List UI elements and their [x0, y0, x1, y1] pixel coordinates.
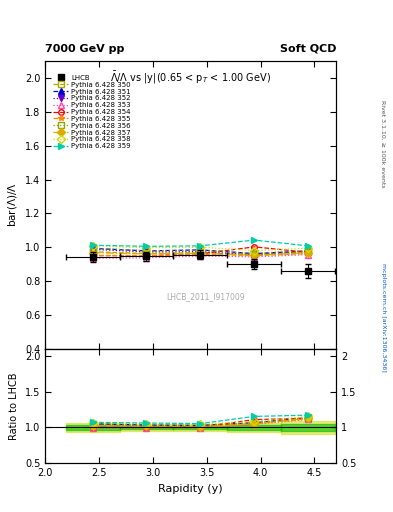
- Pythia 6.428 358: [306, 245, 310, 251]
- Pythia 6.428 354: [198, 251, 203, 257]
- Pythia 6.428 350: [198, 250, 203, 256]
- Pythia 6.428 359: [198, 243, 203, 249]
- Pythia 6.428 352: [90, 246, 95, 252]
- Pythia 6.428 355: [90, 252, 95, 259]
- Pythia 6.428 351: [306, 248, 310, 254]
- Text: Rivet 3.1.10, ≥ 100k events: Rivet 3.1.10, ≥ 100k events: [381, 99, 386, 187]
- Pythia 6.428 353: [198, 253, 203, 259]
- Pythia 6.428 351: [252, 250, 257, 257]
- Pythia 6.428 351: [144, 248, 149, 254]
- Pythia 6.428 350: [306, 249, 310, 255]
- Pythia 6.428 359: [252, 237, 257, 243]
- Text: 7000 GeV pp: 7000 GeV pp: [45, 44, 125, 54]
- Pythia 6.428 353: [252, 254, 257, 260]
- Line: Pythia 6.428 359: Pythia 6.428 359: [90, 238, 311, 249]
- Line: Pythia 6.428 355: Pythia 6.428 355: [90, 251, 311, 259]
- Pythia 6.428 359: [306, 243, 310, 249]
- Line: Pythia 6.428 350: Pythia 6.428 350: [90, 249, 311, 257]
- Pythia 6.428 350: [90, 249, 95, 255]
- Line: Pythia 6.428 352: Pythia 6.428 352: [90, 247, 311, 258]
- Pythia 6.428 354: [252, 244, 257, 250]
- Text: Soft QCD: Soft QCD: [279, 44, 336, 54]
- Legend: LHCB, Pythia 6.428 350, Pythia 6.428 351, Pythia 6.428 352, Pythia 6.428 353, Py: LHCB, Pythia 6.428 350, Pythia 6.428 351…: [51, 74, 132, 151]
- X-axis label: Rapidity (y): Rapidity (y): [158, 484, 223, 494]
- Pythia 6.428 356: [144, 247, 149, 253]
- Y-axis label: bar($\Lambda$)/$\Lambda$: bar($\Lambda$)/$\Lambda$: [6, 182, 19, 227]
- Line: Pythia 6.428 353: Pythia 6.428 353: [90, 252, 311, 261]
- Text: $\bar{\Lambda}/\Lambda$ vs |y|(0.65 < p$_T$ < 1.00 GeV): $\bar{\Lambda}/\Lambda$ vs |y|(0.65 < p$…: [110, 70, 271, 86]
- Pythia 6.428 353: [144, 255, 149, 261]
- Pythia 6.428 357: [198, 250, 203, 257]
- Y-axis label: Ratio to LHCB: Ratio to LHCB: [9, 372, 19, 440]
- Pythia 6.428 357: [90, 249, 95, 255]
- Pythia 6.428 355: [144, 252, 149, 259]
- Pythia 6.428 357: [252, 252, 257, 259]
- Pythia 6.428 353: [306, 251, 310, 258]
- Pythia 6.428 358: [144, 245, 149, 251]
- Line: Pythia 6.428 354: Pythia 6.428 354: [90, 244, 311, 259]
- Pythia 6.428 352: [198, 248, 203, 254]
- Pythia 6.428 352: [252, 252, 257, 258]
- Pythia 6.428 350: [144, 250, 149, 257]
- Pythia 6.428 356: [90, 245, 95, 251]
- Pythia 6.428 354: [90, 252, 95, 259]
- Pythia 6.428 356: [198, 247, 203, 253]
- Line: Pythia 6.428 351: Pythia 6.428 351: [90, 246, 311, 257]
- Pythia 6.428 354: [306, 249, 310, 255]
- Line: Pythia 6.428 357: Pythia 6.428 357: [90, 250, 311, 258]
- Line: Pythia 6.428 358: Pythia 6.428 358: [90, 243, 311, 253]
- Pythia 6.428 356: [306, 247, 310, 253]
- Pythia 6.428 351: [198, 247, 203, 253]
- Pythia 6.428 359: [90, 242, 95, 248]
- Line: Pythia 6.428 356: Pythia 6.428 356: [90, 245, 311, 256]
- Pythia 6.428 355: [306, 250, 310, 257]
- Pythia 6.428 358: [90, 243, 95, 249]
- Pythia 6.428 356: [252, 250, 257, 257]
- Text: LHCB_2011_I917009: LHCB_2011_I917009: [166, 292, 244, 302]
- Pythia 6.428 358: [198, 244, 203, 250]
- Pythia 6.428 352: [144, 249, 149, 255]
- Pythia 6.428 351: [90, 245, 95, 251]
- Pythia 6.428 357: [306, 249, 310, 255]
- Pythia 6.428 353: [90, 255, 95, 261]
- Pythia 6.428 355: [252, 252, 257, 259]
- Text: mcplots.cern.ch [arXiv:1306.3436]: mcplots.cern.ch [arXiv:1306.3436]: [381, 263, 386, 372]
- Pythia 6.428 354: [144, 252, 149, 259]
- Pythia 6.428 358: [252, 247, 257, 253]
- Pythia 6.428 352: [306, 250, 310, 256]
- Pythia 6.428 359: [144, 243, 149, 249]
- Pythia 6.428 357: [144, 251, 149, 257]
- Pythia 6.428 355: [198, 251, 203, 258]
- Pythia 6.428 350: [252, 251, 257, 258]
